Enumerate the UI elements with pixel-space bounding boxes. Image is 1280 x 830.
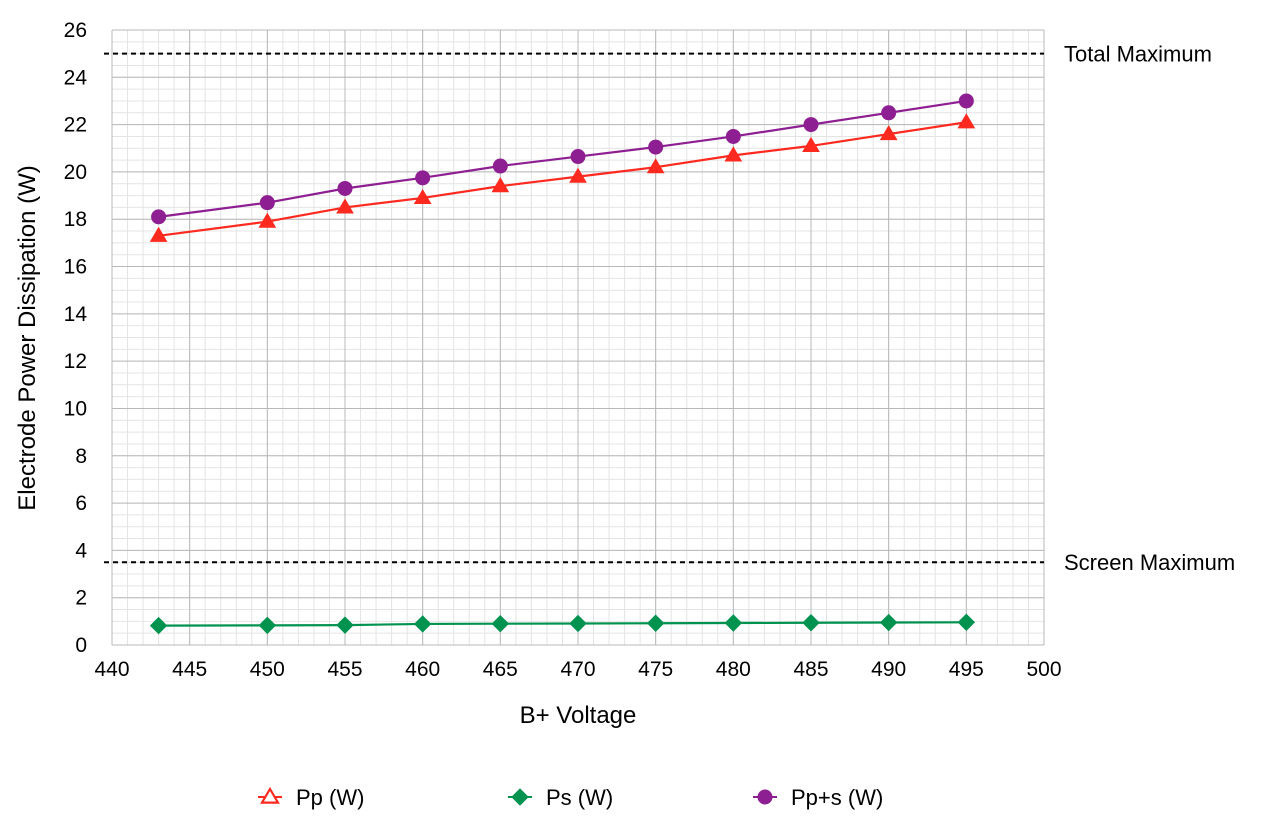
data-point	[336, 198, 354, 214]
y-tick-label: 4	[75, 539, 87, 562]
legend-marker	[260, 786, 280, 804]
y-tick-label: 2	[75, 587, 87, 610]
data-point	[648, 139, 664, 155]
x-tick-label: 450	[250, 658, 285, 681]
data-point	[258, 616, 277, 635]
data-point	[151, 209, 167, 225]
y-tick-label: 20	[64, 161, 87, 184]
data-point	[149, 616, 168, 635]
y-tick-label: 16	[64, 256, 87, 279]
x-tick-label: 490	[871, 658, 906, 681]
y-tick-label: 12	[64, 350, 87, 373]
data-point	[803, 117, 819, 133]
data-point	[957, 113, 976, 129]
data-point	[337, 180, 353, 196]
data-point	[881, 105, 897, 121]
data-point	[802, 614, 820, 632]
data-point	[724, 614, 743, 632]
data-point	[570, 149, 586, 165]
data-point	[879, 125, 898, 141]
legend: Pp (W) Ps (W) Pp+s (W)	[258, 785, 883, 810]
x-tick-label: 440	[94, 658, 129, 681]
y-tick-label: 6	[75, 492, 87, 515]
legend-label: Pp+s (W)	[791, 785, 883, 810]
x-tick-label: 455	[327, 658, 362, 681]
reference-line-label: Total Maximum	[1064, 42, 1212, 67]
data-point	[415, 170, 431, 186]
x-tick-label: 460	[405, 658, 440, 681]
x-axis-title: B+ Voltage	[520, 702, 637, 729]
data-point	[725, 128, 741, 144]
x-tick-label: 465	[483, 658, 518, 681]
y-axis-title: Electrode Power Dissipation (W)	[14, 165, 41, 510]
y-tick-label: 0	[75, 634, 87, 657]
data-point	[957, 613, 976, 631]
data-point	[336, 616, 354, 634]
data-point	[569, 167, 587, 183]
data-point	[491, 177, 510, 193]
legend-marker	[757, 789, 773, 805]
data-point	[646, 158, 665, 174]
y-tick-label: 10	[64, 397, 87, 420]
x-tick-label: 480	[716, 658, 751, 681]
y-tick-label: 18	[64, 208, 87, 231]
legend-label: Ps (W)	[546, 785, 613, 810]
series-layer	[149, 93, 976, 635]
y-tick-label: 22	[64, 114, 87, 137]
x-axis-ticks: 440 445 450 455 460 465 470 475 480 485 490 495 500	[94, 658, 1061, 681]
x-tick-label: 485	[793, 658, 828, 681]
data-point	[958, 93, 974, 109]
y-tick-label: 26	[64, 19, 87, 42]
data-point	[879, 613, 898, 632]
data-point	[413, 615, 432, 633]
data-point	[258, 212, 277, 228]
data-point	[491, 615, 510, 633]
y-tick-label: 8	[75, 445, 87, 468]
y-tick-label: 24	[64, 66, 88, 89]
reference-line-label: Screen Maximum	[1064, 550, 1235, 575]
legend-marker	[511, 788, 529, 806]
data-point	[724, 146, 743, 162]
grid-major	[111, 29, 1045, 646]
data-point	[646, 614, 665, 632]
legend-label: Pp (W)	[296, 785, 364, 810]
data-point	[492, 158, 508, 174]
x-tick-label: 500	[1026, 658, 1061, 681]
y-tick-label: 14	[64, 303, 88, 326]
data-point	[259, 195, 275, 211]
x-tick-label: 495	[949, 658, 984, 681]
data-point	[569, 614, 587, 633]
data-point	[413, 188, 432, 205]
reference-lines: Total Maximum Screen Maximum	[104, 42, 1235, 575]
x-tick-label: 475	[638, 658, 673, 681]
x-tick-label: 470	[560, 658, 595, 681]
x-tick-label: 445	[172, 658, 207, 681]
data-point	[149, 226, 168, 242]
data-point	[802, 136, 820, 153]
